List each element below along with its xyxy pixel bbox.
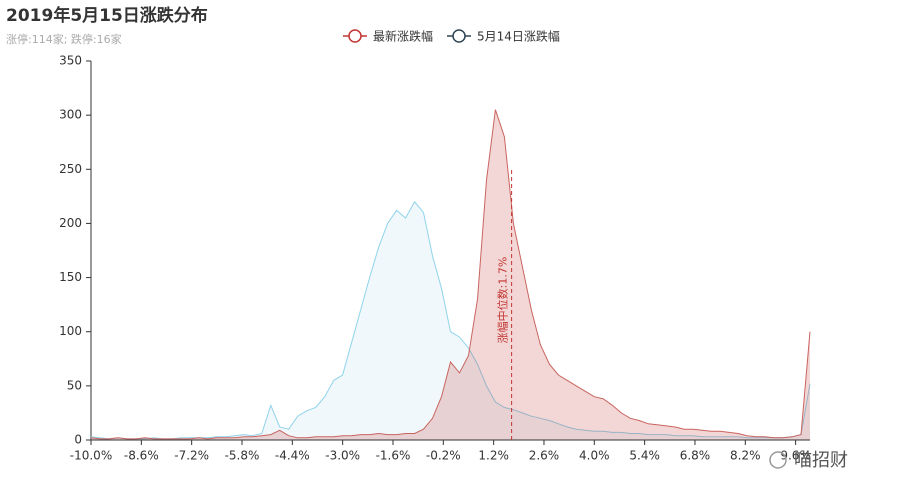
- y-tick-label: 300: [59, 108, 82, 122]
- watermark-icon: [769, 451, 787, 469]
- x-tick-label: -0.2%: [426, 449, 461, 463]
- legend-item: 5月14日涨跌幅: [447, 29, 560, 44]
- area-fill: [91, 109, 810, 440]
- chart-title: 2019年5月15日涨跌分布: [6, 5, 208, 26]
- x-tick-label: -10.0%: [70, 449, 112, 463]
- x-tick-label: -7.2%: [174, 449, 209, 463]
- x-tick-label: 2.6%: [529, 449, 560, 463]
- x-tick-label: 6.8%: [680, 449, 711, 463]
- median-label: 涨幅中位数:1.7%: [496, 257, 510, 344]
- x-tick-label: 8.2%: [730, 449, 761, 463]
- x-tick-label: -8.6%: [124, 449, 159, 463]
- y-tick-label: 150: [59, 270, 82, 284]
- legend-item: 最新涨跌幅: [343, 29, 433, 44]
- watermark-circle: [769, 451, 787, 469]
- line: [90, 109, 811, 440]
- y-tick-label: 200: [59, 216, 82, 230]
- area-fill: [91, 201, 810, 440]
- x-tick-label: -3.0%: [325, 449, 360, 463]
- x-tick-label: 4.0%: [579, 449, 610, 463]
- y-tick-label: 0: [74, 433, 82, 447]
- y-tick-label: 250: [59, 162, 82, 176]
- legend-marker: [452, 29, 466, 43]
- legend-marker: [348, 29, 362, 43]
- x-tick-label: 5.4%: [629, 449, 660, 463]
- y-tick-label: 50: [67, 378, 82, 392]
- x-tick-label: 9.6%: [780, 449, 811, 463]
- x-tick-label: 1.2%: [478, 449, 509, 463]
- line: [90, 200, 811, 440]
- x-tick-label: -5.8%: [225, 449, 260, 463]
- legend-label: 5月14日涨跌幅: [477, 29, 560, 44]
- x-tick-label: -1.6%: [376, 449, 411, 463]
- y-tick-label: 350: [59, 54, 82, 68]
- chart-subtitle: 涨停:114家; 跌停:16家: [6, 32, 122, 46]
- x-tick-label: -4.4%: [275, 449, 310, 463]
- watermark: 喵招财: [794, 450, 848, 471]
- y-tick-label: 100: [59, 324, 82, 338]
- legend-label: 最新涨跌幅: [373, 29, 433, 44]
